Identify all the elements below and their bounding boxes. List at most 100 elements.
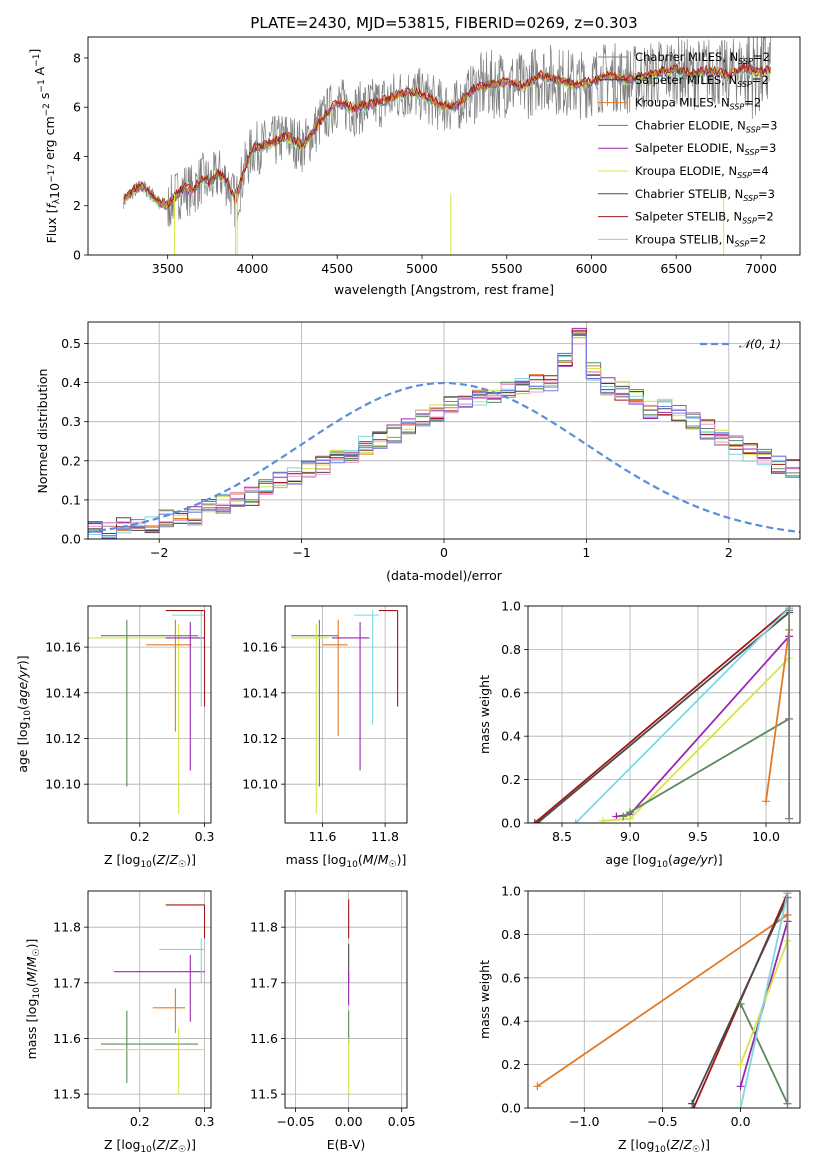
x-tick-label: 5500 — [491, 261, 523, 276]
legend-label: Chabrier MILES, NSSP=2 — [635, 50, 770, 66]
age-ylabel-part: 10 — [23, 710, 33, 722]
spectrum-ylabel-text-part: f — [44, 203, 59, 209]
legend-label-sub: SSP — [730, 103, 745, 112]
mass-weight-marker — [783, 1099, 792, 1108]
y-tick-label: 10.14 — [242, 685, 278, 700]
y-tick-label: 0.2 — [501, 1057, 521, 1072]
mass-xlabel-part: )] — [397, 852, 407, 867]
mw-z-xlabel-part: Z [log — [618, 1137, 654, 1152]
x-tick-label: 0.2 — [130, 1114, 150, 1129]
mass-xlabel-part: 10 — [346, 860, 358, 870]
mass-vs-z-xlabel-part: )] — [186, 1137, 196, 1152]
y-tick-label: 11.5 — [250, 1087, 278, 1102]
x-tick-label: 3500 — [152, 261, 184, 276]
massweight_vs_age-lines — [530, 606, 794, 823]
y-tick-label: 6 — [73, 100, 81, 115]
legend-label-sub: SSP — [742, 217, 757, 226]
y-tick-label: 10.16 — [242, 640, 278, 655]
y-tick-label: 0.4 — [61, 375, 81, 390]
age_vs_mass-frame — [284, 605, 408, 824]
y-tick-label: 0.1 — [61, 492, 81, 507]
mass-weight-line — [765, 629, 790, 802]
x-tick-label: 9.0 — [620, 829, 640, 844]
residuals-xlabel: (data-model)/error — [386, 568, 503, 583]
y-tick-label: 0.2 — [61, 453, 81, 468]
legend-label-sub: SSP — [743, 194, 758, 203]
x-tick-label: 0.00 — [335, 1114, 363, 1129]
legend-label-name: Salpeter STELIB, N — [635, 210, 742, 224]
spectrum-legend: Chabrier MILES, NSSP=2 Salpeter MILES, NS… — [598, 50, 777, 248]
legend-label: Kroupa ELODIE, NSSP=4 — [635, 164, 769, 180]
mw-age-xlabel-part: ( — [668, 852, 673, 867]
mass-ylabel-part: M — [24, 971, 39, 982]
legend-label: Kroupa MILES, NSSP=2 — [635, 96, 761, 112]
spectrum-frame — [87, 36, 801, 256]
y-tick-label: 10.10 — [45, 777, 81, 792]
age-vs-z-xlabel-part: Z — [156, 852, 166, 867]
mass-ylabel-part: )] — [24, 939, 39, 949]
legend-label-count: =3 — [759, 141, 776, 155]
mass-ylabel-part: ☉ — [32, 948, 42, 956]
age-ylabel-part: age [log — [15, 721, 30, 772]
legend-label: Salpeter STELIB, NSSP=2 — [635, 210, 774, 226]
mass-vs-z-xlabel-part: 10 — [140, 1145, 152, 1155]
y-tick-label: 0.0 — [501, 1101, 521, 1116]
mass-weight-marker — [783, 893, 792, 902]
age-vs-z-xlabel-part: Z — [169, 852, 179, 867]
mass-weight-line — [534, 607, 790, 823]
spectrum-ylabel-text-part: s — [37, 93, 52, 104]
age_vs_Z-grid — [88, 606, 211, 823]
mass_vs_ebv-frame — [284, 890, 408, 1109]
mass-ylabel-part: mass [log — [24, 999, 39, 1060]
y-tick-label: 10.12 — [45, 731, 81, 746]
spectrum-ylabel-text-part: −17 — [47, 164, 57, 183]
y-tick-label: 0 — [73, 248, 81, 263]
x-tick-label: 7000 — [745, 261, 777, 276]
mass-weight-marker — [736, 1060, 745, 1069]
y-tick-label: 1.0 — [501, 599, 521, 614]
residuals-frame — [87, 321, 801, 540]
legend-label-sub: SSP — [737, 171, 752, 180]
x-tick-label: 0.05 — [388, 1114, 416, 1129]
mass-weight-line — [691, 897, 789, 1105]
y-tick-label: 10.10 — [242, 777, 278, 792]
y-tick-label: 11.7 — [250, 975, 278, 990]
y-tick-label: 10.16 — [45, 640, 81, 655]
y-tick-label: 0.5 — [61, 336, 81, 351]
spectrum-ylabel-text-part: erg cm — [42, 116, 57, 164]
x-tick-label: 2 — [725, 545, 733, 560]
age_vs_Z-points — [88, 610, 206, 814]
x-tick-label: 8.5 — [552, 829, 572, 844]
spectrum-ylabel-text-part: −2 — [42, 103, 52, 116]
mw-age-xlabel-part: age [log — [605, 852, 656, 867]
x-tick-label: 9.5 — [688, 829, 708, 844]
residuals-axes: −2 −1 0 1 2 0.0 0.1 0.2 0.3 0.4 0.5 — [61, 322, 800, 560]
massweight_vs_Z-lines — [533, 891, 792, 1108]
spectrum-ylabel-text-part: Flux [ — [44, 209, 59, 244]
spectrum-ylabel-text: Flux [fλ10−17 erg cm−2 s−1 A−1] — [27, 49, 62, 244]
y-tick-label: 2 — [73, 198, 81, 213]
legend-label-count: =2 — [749, 232, 766, 246]
residuals-ylabel: Normed distribution — [35, 369, 50, 494]
x-tick-label: 0.3 — [195, 1114, 215, 1129]
y-tick-label: 10.14 — [45, 685, 81, 700]
y-tick-label: 11.5 — [53, 1087, 81, 1102]
mass-weight-line — [574, 607, 790, 823]
legend-label-name: Salpeter ELODIE, N — [635, 141, 745, 155]
mass-ylabel-part: M — [24, 956, 39, 967]
gaussian-legend-label: 𝒩(0, 1) — [739, 337, 781, 351]
age-vs-z-xlabel-part: ( — [152, 852, 157, 867]
spectrum-lines — [123, 37, 771, 255]
mass-vs-z-xlabel-part: / — [165, 1137, 170, 1152]
mass-weight-marker — [762, 797, 770, 806]
age-ylabel-part: age/yr — [15, 664, 30, 705]
mw-z-xlabel-part: Z — [683, 1137, 693, 1152]
y-tick-label: 0.2 — [501, 772, 521, 787]
age_vs_Z-frame — [87, 605, 212, 824]
legend-label-name: Chabrier STELIB, N — [635, 187, 743, 201]
legend-label: Chabrier STELIB, NSSP=3 — [635, 187, 775, 203]
legend-label: Salpeter MILES, NSSP=2 — [635, 73, 769, 89]
mw-age-xlabel: age [log10(age/yr)] — [605, 852, 722, 870]
mass-xlabel-part: ( — [358, 852, 363, 867]
mw-age-xlabel-part: 10 — [657, 860, 669, 870]
